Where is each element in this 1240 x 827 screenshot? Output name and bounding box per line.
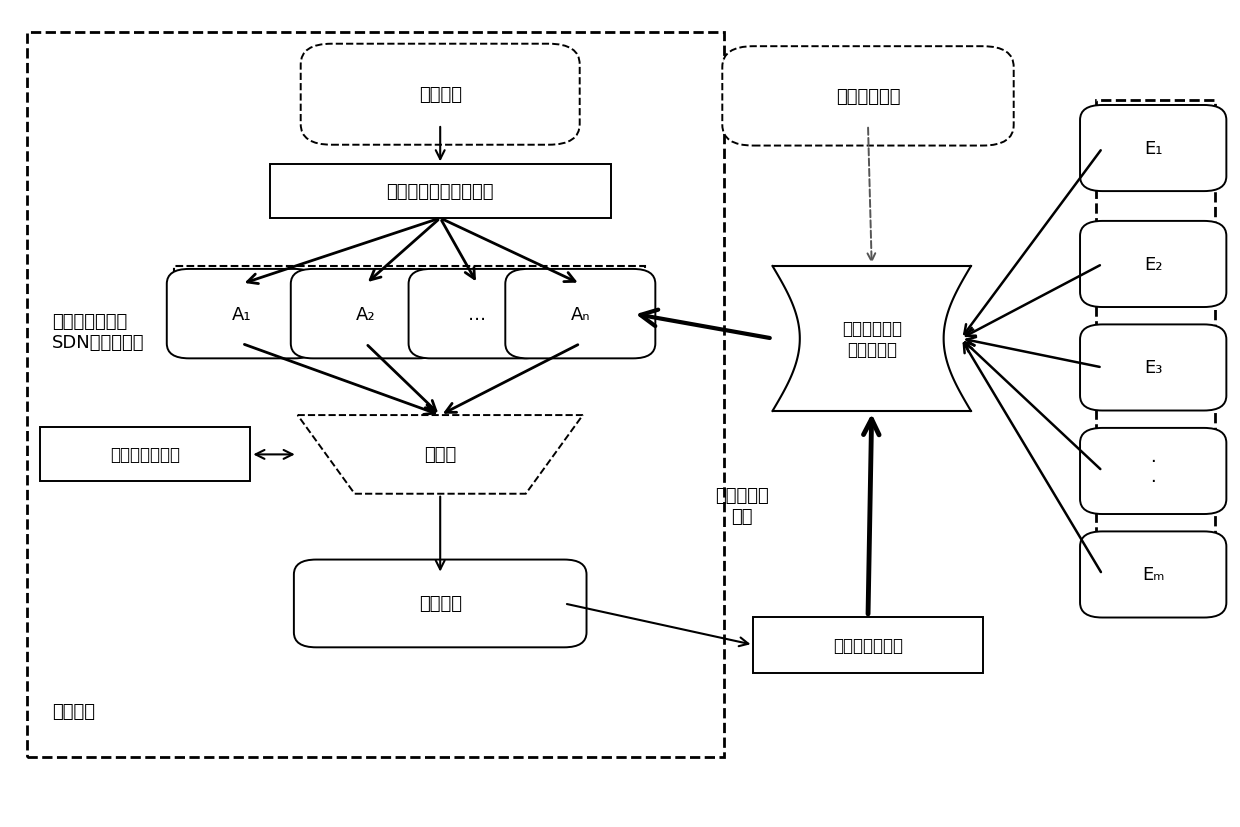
Text: 输入激励: 输入激励 <box>419 86 461 104</box>
FancyBboxPatch shape <box>722 47 1013 146</box>
Bar <box>174 267 645 350</box>
Text: ·
·: · · <box>1151 452 1156 490</box>
Bar <box>40 428 250 481</box>
FancyBboxPatch shape <box>409 270 546 359</box>
FancyBboxPatch shape <box>1080 222 1226 308</box>
Text: 结果下发: 结果下发 <box>419 595 461 613</box>
FancyBboxPatch shape <box>294 560 587 648</box>
FancyBboxPatch shape <box>1080 325 1226 411</box>
FancyBboxPatch shape <box>1080 106 1226 192</box>
FancyBboxPatch shape <box>166 270 317 359</box>
Text: Eₘ: Eₘ <box>1142 566 1164 584</box>
Text: 基于权重值随
机选择算法: 基于权重值随 机选择算法 <box>842 320 901 358</box>
Text: 单次请求周期内
SDN控制器集合: 单次请求周期内 SDN控制器集合 <box>52 313 145 351</box>
Text: 裁决架构: 裁决架构 <box>52 702 95 720</box>
Text: 裁决器: 裁决器 <box>424 446 456 464</box>
Text: A₂: A₂ <box>356 305 376 323</box>
FancyBboxPatch shape <box>300 45 579 146</box>
Polygon shape <box>298 415 583 494</box>
Bar <box>27 33 724 757</box>
FancyBboxPatch shape <box>290 270 441 359</box>
Text: E₂: E₂ <box>1145 256 1162 274</box>
Text: E₃: E₃ <box>1145 359 1162 377</box>
Text: 相似度计算单元: 相似度计算单元 <box>110 446 180 464</box>
Text: E₁: E₁ <box>1145 140 1162 158</box>
Text: A₁: A₁ <box>232 305 252 323</box>
Text: 初始权重设置: 初始权重设置 <box>836 88 900 106</box>
Bar <box>270 165 611 218</box>
Text: Aₙ: Aₙ <box>570 305 590 323</box>
FancyBboxPatch shape <box>1080 532 1226 618</box>
Text: …: … <box>469 305 486 323</box>
FancyBboxPatch shape <box>506 270 655 359</box>
Text: 权重值动态
调节: 权重值动态 调节 <box>714 487 769 525</box>
Bar <box>1096 101 1215 614</box>
FancyBboxPatch shape <box>1080 428 1226 514</box>
Text: 负反馈调节单元: 负反馈调节单元 <box>833 636 903 654</box>
Bar <box>753 617 982 673</box>
Text: 输入代理（请求分发）: 输入代理（请求分发） <box>387 183 494 201</box>
Polygon shape <box>773 266 971 412</box>
